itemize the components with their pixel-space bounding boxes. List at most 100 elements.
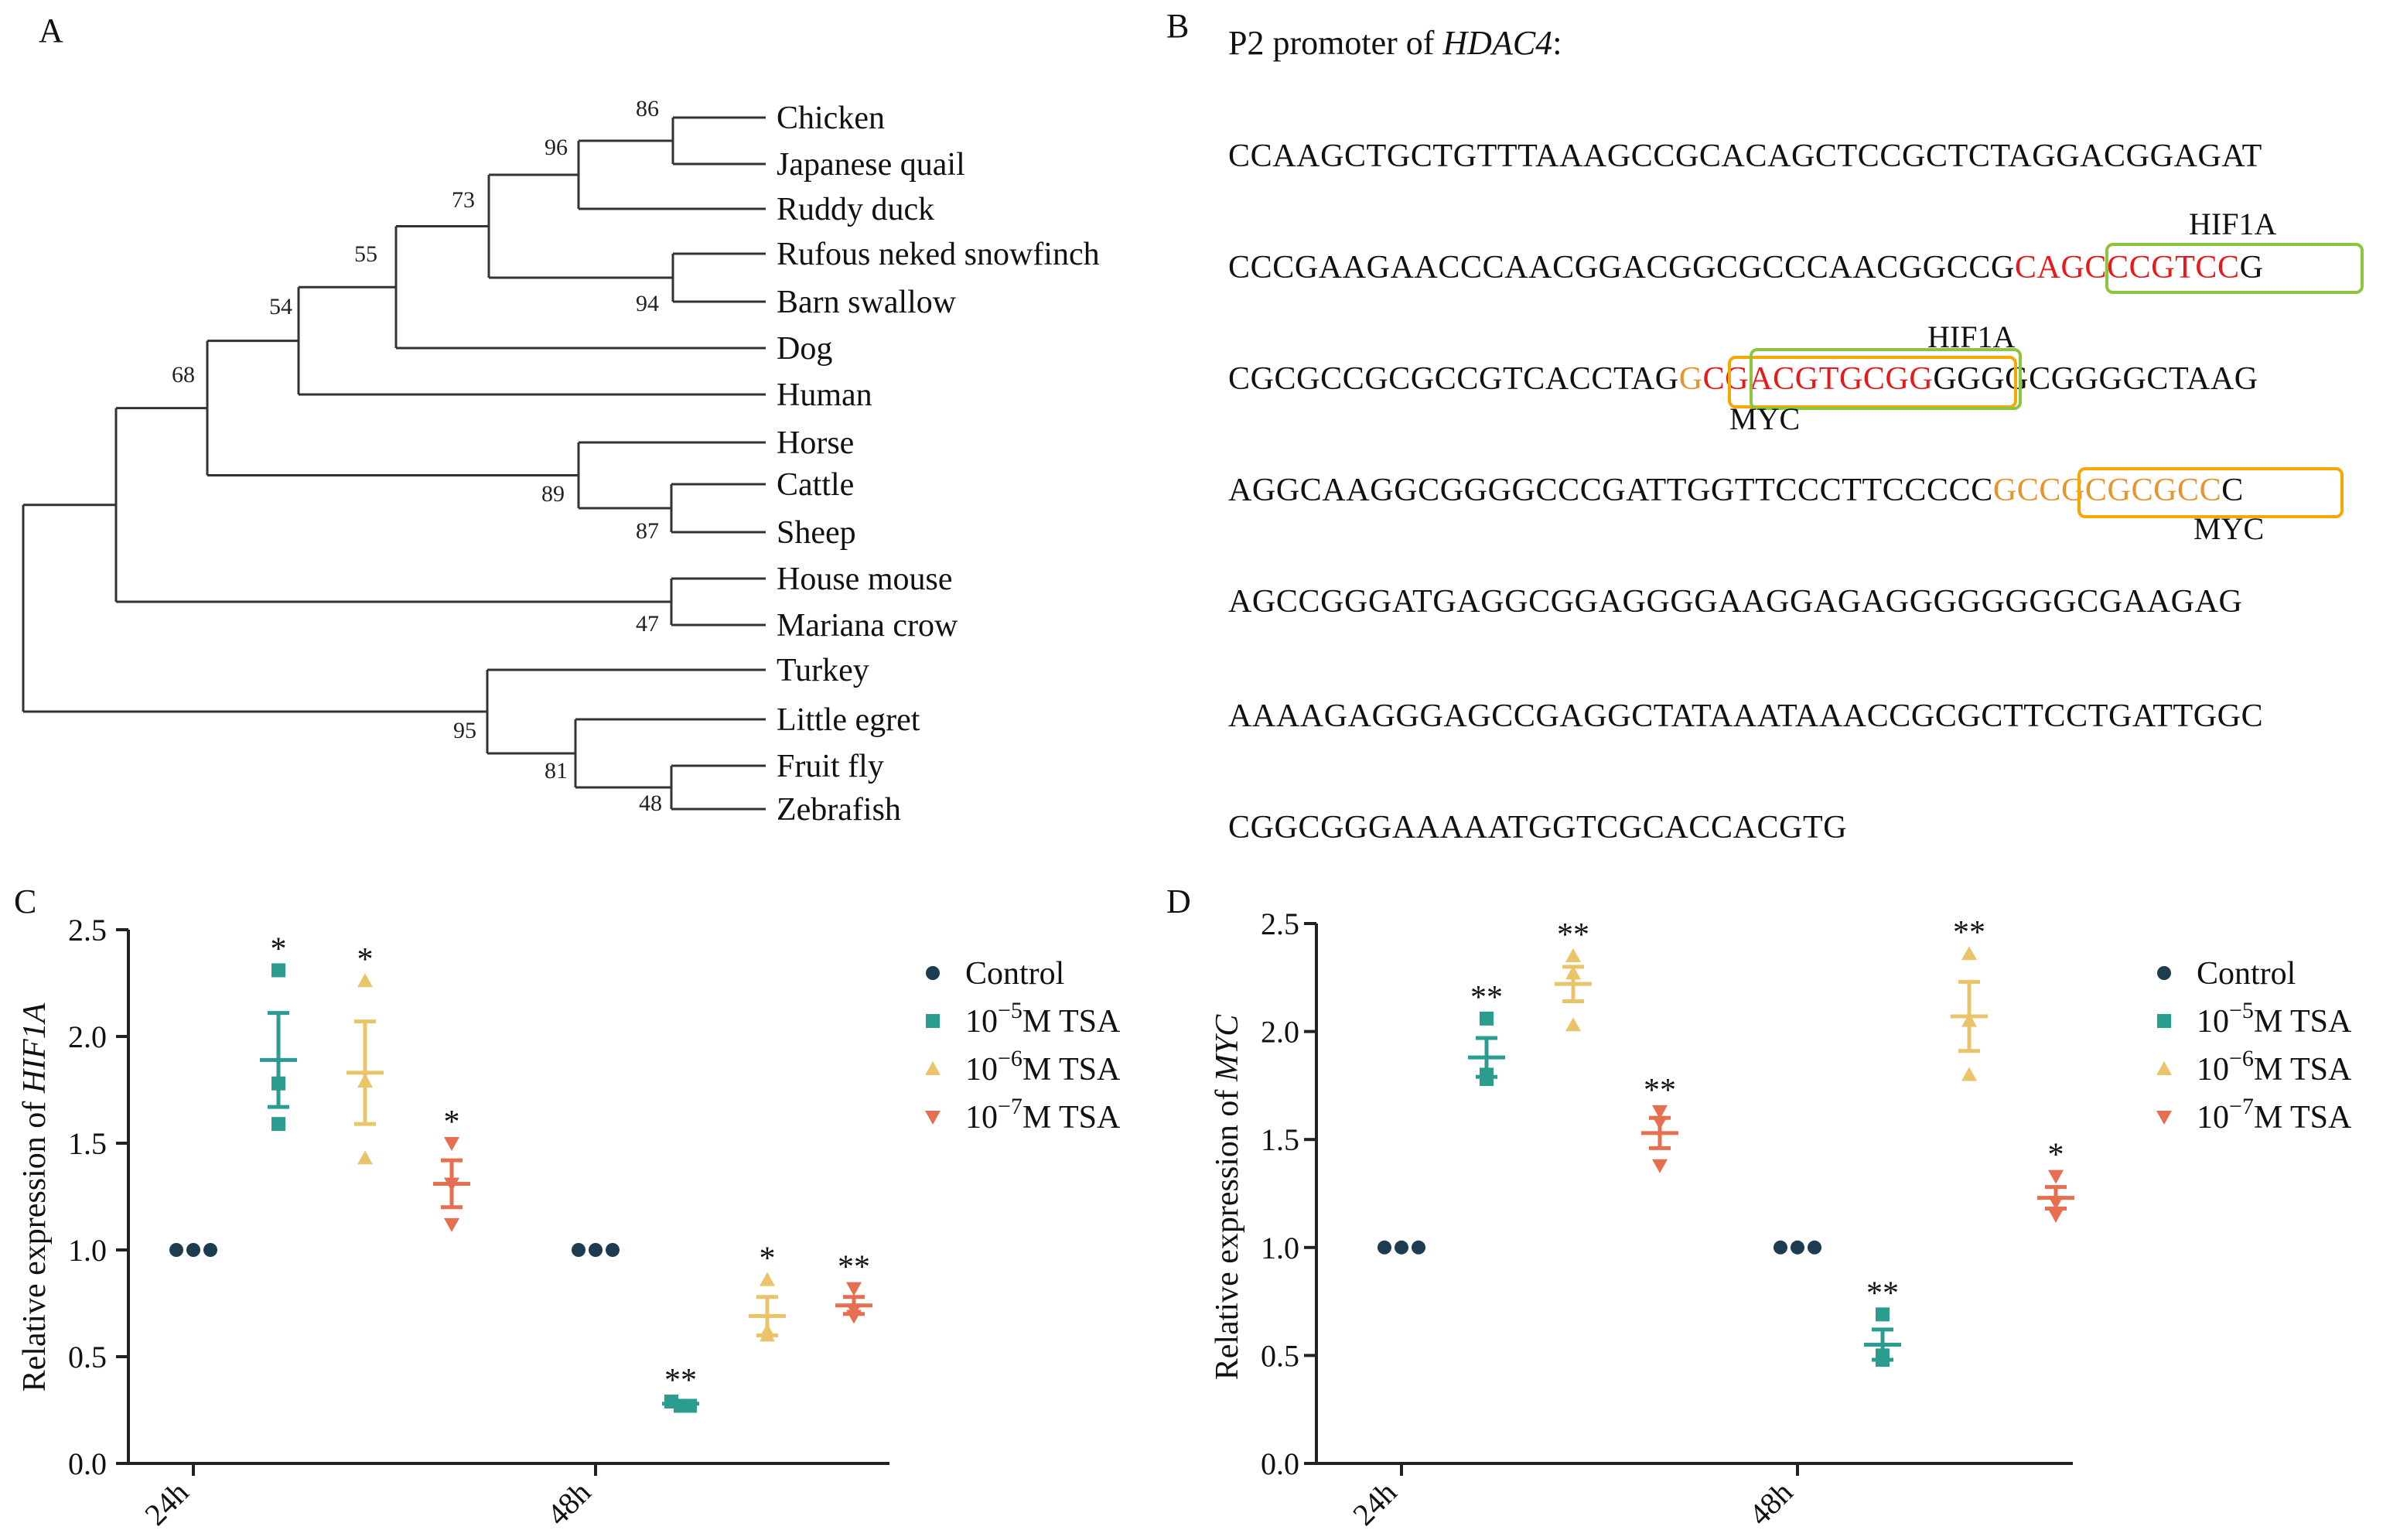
tree-taxon-label: Fruit fly — [777, 749, 884, 784]
data-point — [925, 1061, 941, 1075]
tree-taxon-label: Mariana crow — [777, 608, 958, 644]
tree-bootstrap-value: 47 — [636, 611, 659, 637]
data-point — [1565, 948, 1581, 962]
data-point — [203, 1243, 217, 1257]
tree-taxon-label: Barn swallow — [777, 285, 957, 320]
tree-bootstrap-value: 73 — [452, 187, 475, 213]
sequence-line-3-post: GGGGCGGGGCTAAG — [1933, 361, 2258, 397]
y-tick-label: 2.5 — [68, 913, 107, 948]
x-tick-label: 48h — [540, 1475, 597, 1532]
sequence-line-4: AGGCAAGGCGGGGCCCGATTGGTTCCCTTCCCCCGCCGCG… — [1228, 472, 2244, 509]
tree-bootstrap-value: 68 — [172, 362, 195, 388]
hif1a-site-label-1: HIF1A — [2189, 207, 2277, 241]
legend-label-base: 10 — [965, 1052, 998, 1088]
data-point — [357, 1150, 373, 1165]
legend-label-suffix: M TSA — [2254, 1052, 2352, 1088]
data-point — [1480, 1011, 1494, 1026]
y-tick-label: 1.0 — [68, 1233, 107, 1268]
data-point — [2156, 1061, 2172, 1075]
y-tick-label: 0.5 — [1261, 1338, 1299, 1373]
legend-label-exponent: −6 — [2229, 1046, 2254, 1071]
significance-mark: ** — [664, 1363, 697, 1398]
tree-bootstrap-value: 55 — [354, 241, 377, 267]
data-point — [1652, 1159, 1668, 1173]
tree-taxon-label: Rufous neked snowfinch — [777, 237, 1100, 272]
significance-mark: * — [760, 1241, 776, 1277]
sequence-line-1: CCAAGCTGCTGTTTAAAGCCGCACAGCTCCGCTCTAGGAC… — [1228, 138, 2262, 174]
y-tick-label: 2.0 — [68, 1019, 107, 1054]
data-point — [2048, 1170, 2064, 1184]
y-tick-label: 2.5 — [1261, 907, 1299, 941]
legend-label: Control — [2197, 956, 2296, 992]
hif1a-site-box-1 — [2105, 243, 2364, 294]
y-tick-label: 1.5 — [68, 1126, 107, 1161]
data-point — [572, 1243, 585, 1257]
legend-label-suffix: M TSA — [2254, 1100, 2352, 1135]
tree-bootstrap-value: 94 — [636, 291, 659, 316]
panel-label-a: A — [39, 12, 63, 50]
y-tick-label: 0.0 — [68, 1446, 107, 1481]
myc-site-box-2 — [2077, 467, 2344, 518]
phylogenetic-tree: Chicken Japanese quail Ruddy duck Rufous ne… — [22, 96, 1100, 828]
legend-label: 10−5M TSA — [965, 998, 1121, 1040]
legend-label-exponent: −7 — [2229, 1094, 2254, 1119]
x-tick-label: 48h — [1742, 1475, 1799, 1532]
legend-label: 10−7M TSA — [965, 1094, 1121, 1135]
sequence-line-6: AAAAGAGGGAGCCGAGGCTATAAATAAACCGCGCTTCCTG… — [1228, 698, 2264, 734]
data-point — [169, 1243, 183, 1257]
y-tick-label: 2.0 — [1261, 1015, 1299, 1050]
tree-taxon-label: Cattle — [777, 467, 854, 503]
data-point — [1791, 1240, 1804, 1255]
data-point — [926, 1014, 940, 1028]
tree-taxon-label: Dog — [777, 331, 832, 367]
data-point — [1565, 1017, 1581, 1032]
legend-label-base: Control — [965, 956, 1064, 992]
data-point — [926, 966, 940, 980]
tree-taxon-label: Horse — [777, 425, 854, 461]
significance-mark: ** — [1644, 1073, 1676, 1108]
legend-label-suffix: M TSA — [2254, 1004, 2352, 1040]
data-point — [1378, 1240, 1391, 1255]
sequence-line-2-pre: CCCGAAGAACCCAACGGACGGCGCCCAACGGCCG — [1228, 250, 2015, 285]
legend-label: 10−7M TSA — [2197, 1094, 2352, 1135]
data-point — [1395, 1240, 1408, 1255]
chart-myc: 0.0 0.5 1.0 1.5 2.0 2.5 24h 48h Relative express… — [1210, 907, 2352, 1532]
x-tick-label: 24h — [138, 1475, 195, 1532]
tree-taxon-label: Chicken — [777, 101, 885, 136]
y-tick-label: 1.0 — [1261, 1231, 1299, 1265]
legend-label-base: 10 — [2197, 1004, 2229, 1040]
legend-label: 10−5M TSA — [2197, 998, 2352, 1040]
promoter-title-suffix: : — [1552, 24, 1562, 62]
y-axis-label-gene: MYC — [1210, 1014, 1245, 1082]
tree-taxon-label: Sheep — [777, 515, 856, 551]
significance-mark: ** — [1470, 980, 1503, 1016]
tree-taxon-label: Little egret — [777, 702, 920, 738]
data-point — [1876, 1307, 1890, 1322]
tree-taxon-label: Zebrafish — [777, 792, 901, 828]
legend-label-base: 10 — [965, 1100, 998, 1135]
data-point — [760, 1272, 775, 1286]
significance-mark: ** — [1953, 915, 1985, 951]
data-point — [2048, 1208, 2064, 1223]
y-tick-label: 1.5 — [1261, 1122, 1299, 1157]
data-point — [2157, 1014, 2171, 1028]
data-point — [1774, 1240, 1787, 1255]
legend-label: 10−6M TSA — [965, 1046, 1121, 1088]
legend-label-base: 10 — [2197, 1100, 2229, 1135]
sequence-line-3-g: G — [1678, 361, 1703, 397]
legend-label-exponent: −7 — [998, 1094, 1022, 1119]
data-point — [1412, 1240, 1425, 1255]
data-point — [444, 1217, 459, 1232]
data-point — [357, 973, 373, 988]
tree-bootstrap-value: 95 — [453, 718, 476, 743]
legend-label-suffix: M TSA — [1022, 1100, 1121, 1135]
data-point — [589, 1243, 603, 1257]
myc-site-label-2: MYC — [2193, 511, 2265, 546]
legend-label-base: 10 — [965, 1004, 998, 1040]
significance-mark: ** — [1557, 917, 1589, 953]
data-point — [925, 1111, 941, 1125]
sequence-line-2: CCCGAAGAACCCAACGGACGGCGCCCAACGGCCGCAGCCC… — [1228, 249, 2264, 286]
data-point — [606, 1243, 620, 1257]
legend-label-exponent: −5 — [998, 998, 1022, 1023]
